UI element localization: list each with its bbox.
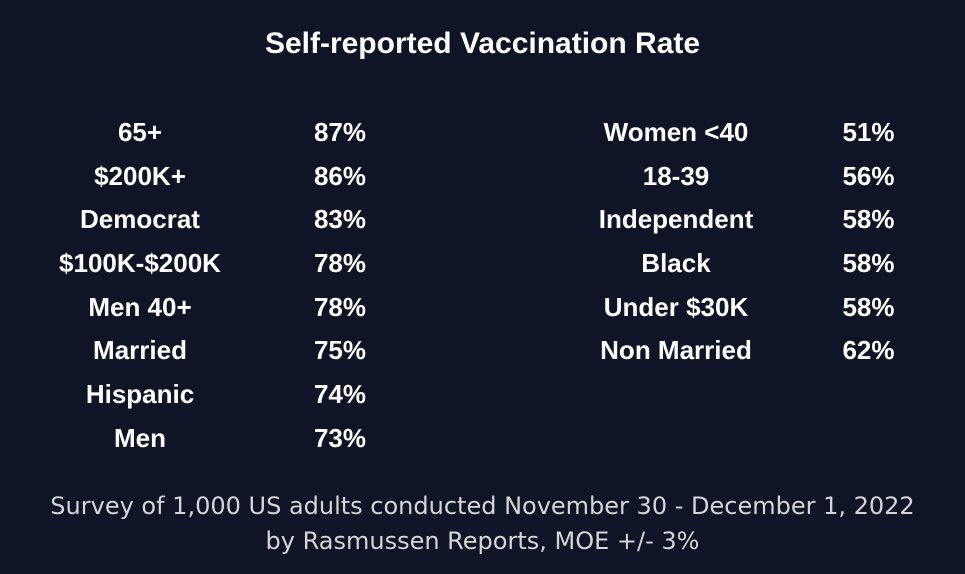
stats-content: 65+ 87% $200K+ 86% Democrat 83% $100K-$2… bbox=[0, 111, 965, 461]
group-label: $200K+ bbox=[94, 160, 186, 191]
rate-value: 58% bbox=[842, 204, 895, 235]
group-label: Men bbox=[114, 422, 166, 453]
group-label: Independent bbox=[598, 204, 754, 235]
survey-note-line1: Survey of 1,000 US adults conducted Nove… bbox=[50, 492, 915, 520]
stats-table-right: Women <40 51% 18-39 56% Independent 58% … bbox=[556, 111, 941, 373]
page-title: Self-reported Vaccination Rate bbox=[264, 27, 701, 60]
group-label: Hispanic bbox=[85, 379, 195, 410]
group-label: Black bbox=[641, 248, 711, 279]
rate-value: 83% bbox=[313, 204, 367, 235]
rate-value: 74% bbox=[313, 379, 367, 410]
group-label: Men 40+ bbox=[88, 291, 192, 322]
rate-value: 75% bbox=[313, 335, 367, 366]
rate-value: 58% bbox=[842, 291, 895, 322]
rate-value: 58% bbox=[842, 248, 895, 279]
group-label: Non Married bbox=[600, 335, 752, 366]
group-label: Under $30K bbox=[603, 291, 749, 322]
stats-table-left: 65+ 87% $200K+ 86% Democrat 83% $100K-$2… bbox=[20, 111, 420, 461]
survey-note-line2: by Rasmussen Reports, MOE +/- 3% bbox=[265, 527, 700, 555]
rate-value: 86% bbox=[313, 160, 367, 191]
group-label: Democrat bbox=[80, 204, 200, 235]
rate-value: 73% bbox=[313, 422, 367, 453]
rate-value: 78% bbox=[313, 291, 367, 322]
group-label: 18-39 bbox=[642, 160, 710, 191]
rate-value: 56% bbox=[842, 160, 895, 191]
group-label: $100K-$200K bbox=[59, 248, 221, 279]
rate-value: 51% bbox=[842, 117, 895, 147]
group-label: Women <40 bbox=[603, 117, 749, 147]
rate-value: 87% bbox=[313, 117, 367, 147]
survey-note: Survey of 1,000 US adults conducted Nove… bbox=[0, 489, 965, 559]
group-label: 65+ bbox=[117, 117, 163, 147]
rate-value: 62% bbox=[842, 335, 895, 366]
rate-value: 78% bbox=[313, 248, 367, 279]
group-label: Married bbox=[93, 335, 187, 366]
